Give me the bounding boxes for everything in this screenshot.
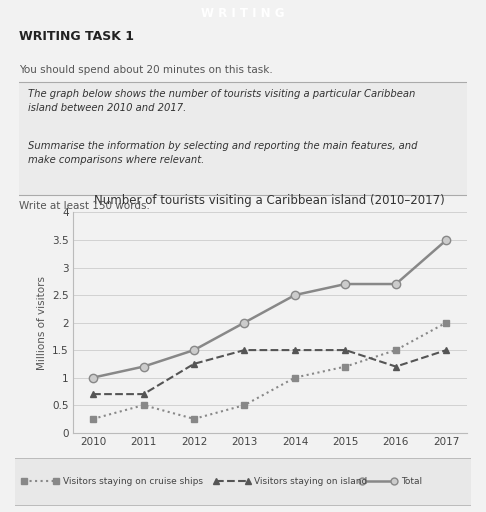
Title: Number of tourists visiting a Caribbean island (2010–2017): Number of tourists visiting a Caribbean … <box>94 194 445 207</box>
FancyBboxPatch shape <box>12 458 474 505</box>
Text: Total: Total <box>400 477 422 486</box>
Y-axis label: Millions of visitors: Millions of visitors <box>36 275 47 370</box>
Text: Summarise the information by selecting and reporting the main features, and
make: Summarise the information by selecting a… <box>28 141 418 165</box>
Text: WRITING TASK 1: WRITING TASK 1 <box>19 30 135 43</box>
Text: W R I T I N G: W R I T I N G <box>201 7 285 20</box>
Text: The graph below shows the number of tourists visiting a particular Caribbean
isl: The graph below shows the number of tour… <box>28 89 416 113</box>
Text: Write at least 150 words.: Write at least 150 words. <box>19 201 150 211</box>
Text: Visitors staying on cruise ships: Visitors staying on cruise ships <box>63 477 203 486</box>
Text: You should spend about 20 minutes on this task.: You should spend about 20 minutes on thi… <box>19 66 273 75</box>
FancyBboxPatch shape <box>15 82 471 196</box>
Text: Visitors staying on island: Visitors staying on island <box>255 477 368 486</box>
